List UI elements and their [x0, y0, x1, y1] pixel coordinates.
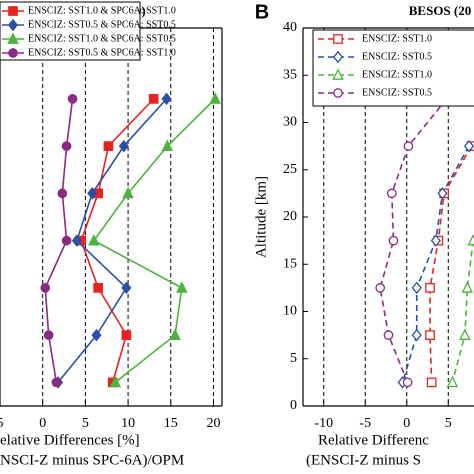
marker — [118, 139, 129, 153]
series-line — [429, 145, 473, 383]
legend-label: ENSCIZ: SST0.5 & SPC6A: SST1.0 — [28, 47, 176, 58]
legend-marker — [333, 88, 343, 98]
chart-title: BESOS (20 — [409, 3, 472, 18]
legend-label: ENSCIZ: SST0.5 — [362, 51, 432, 62]
y-tick-label: 35 — [283, 67, 297, 82]
marker — [437, 187, 448, 200]
x-tick-label: -5 — [359, 416, 371, 431]
legend-label: ENSCIZ: SST1.0 — [362, 33, 432, 44]
marker — [71, 234, 82, 247]
marker — [161, 92, 172, 106]
x-axis-label: elative Differences [%] — [0, 432, 140, 448]
y-tick-label: 25 — [283, 162, 297, 177]
marker — [43, 330, 54, 340]
legend-label: ENSCIZ: SST0.5 — [362, 87, 432, 98]
marker — [121, 330, 132, 340]
marker — [61, 141, 72, 151]
marker — [426, 377, 437, 388]
marker — [57, 188, 68, 199]
y-tick-label: 0 — [290, 398, 297, 413]
marker — [93, 283, 104, 293]
legend-label: ENSCIZ: SST1.0 & SPC6A: SST0.5 — [28, 33, 176, 44]
legend-label: ENSCIZ: SST1.0 & SPC6A: SST1.0 — [28, 5, 176, 16]
marker — [411, 281, 422, 295]
legend-marker — [332, 68, 344, 80]
marker — [67, 94, 78, 104]
marker — [87, 187, 98, 200]
x-tick-label: 0 — [39, 416, 46, 431]
marker — [430, 234, 441, 247]
marker — [403, 141, 414, 151]
marker — [461, 281, 474, 293]
series-line — [451, 240, 474, 383]
x-tick-label: -10 — [314, 416, 333, 431]
plot-area — [375, 94, 474, 389]
y-tick-label: 30 — [283, 115, 297, 130]
marker — [446, 375, 459, 388]
y-tick-label: 40 — [283, 20, 297, 35]
marker — [463, 139, 474, 153]
marker — [91, 328, 102, 342]
x-axis-label: (ENSCI-Z minus S — [306, 452, 421, 468]
marker — [109, 375, 122, 388]
marker — [103, 141, 114, 151]
x-axis-label: NSCI-Z minus SPC-6A)/OPM — [0, 452, 184, 468]
legend-marker — [333, 34, 343, 44]
marker — [411, 328, 422, 342]
marker — [51, 377, 62, 388]
y-tick-label: 5 — [290, 351, 297, 366]
marker — [121, 281, 132, 295]
marker — [122, 186, 134, 199]
marker — [402, 377, 413, 388]
series-line — [401, 145, 470, 383]
legend-label: ENSCIZ: SST1.0 — [362, 69, 432, 80]
marker — [467, 233, 474, 246]
legend-marker — [7, 32, 19, 44]
marker — [375, 283, 386, 293]
legend-marker — [332, 50, 344, 64]
y-tick-label: 10 — [283, 304, 297, 319]
x-tick-label: 5 — [82, 416, 89, 431]
legend: ENSCIZ: SST1.0 & SPC6A: SST1.0 ENSCIZ: SS… — [0, 1, 176, 61]
marker — [425, 283, 435, 293]
plot-area — [40, 92, 221, 389]
marker — [88, 233, 100, 246]
legend: ENSCIZ: SST1.0 ENSCIZ: SST0.5 ENSCIZ: SST1… — [312, 29, 474, 107]
x-tick-label: 5 — [0, 416, 4, 431]
legend-marker — [8, 48, 18, 58]
marker — [386, 188, 397, 199]
marker — [176, 281, 188, 293]
x-tick-label: 15 — [164, 416, 178, 431]
x-tick-label: 10 — [121, 416, 135, 431]
y-axis-label: Altitude [km] — [253, 176, 269, 258]
marker — [61, 235, 72, 246]
legend-marker — [7, 18, 19, 32]
marker — [209, 92, 221, 104]
legend-label: ENSCIZ: SST0.5 & SPC6A: SST0.5 — [28, 19, 176, 30]
legend-marker — [8, 6, 18, 16]
marker — [148, 94, 159, 104]
panel-label: B — [255, 1, 269, 23]
x-tick-label: 5 — [445, 416, 452, 431]
marker — [425, 330, 435, 340]
x-tick-label: 20 — [206, 416, 220, 431]
marker — [383, 330, 394, 340]
marker — [161, 139, 174, 151]
y-tick-label: 20 — [283, 209, 297, 224]
x-axis-label: Relative Differenc — [318, 432, 429, 448]
y-tick-label: 15 — [283, 256, 297, 271]
x-tick-label: 0 — [403, 416, 410, 431]
marker — [459, 328, 471, 340]
marker — [388, 235, 399, 246]
marker — [40, 283, 51, 293]
marker — [169, 328, 181, 340]
